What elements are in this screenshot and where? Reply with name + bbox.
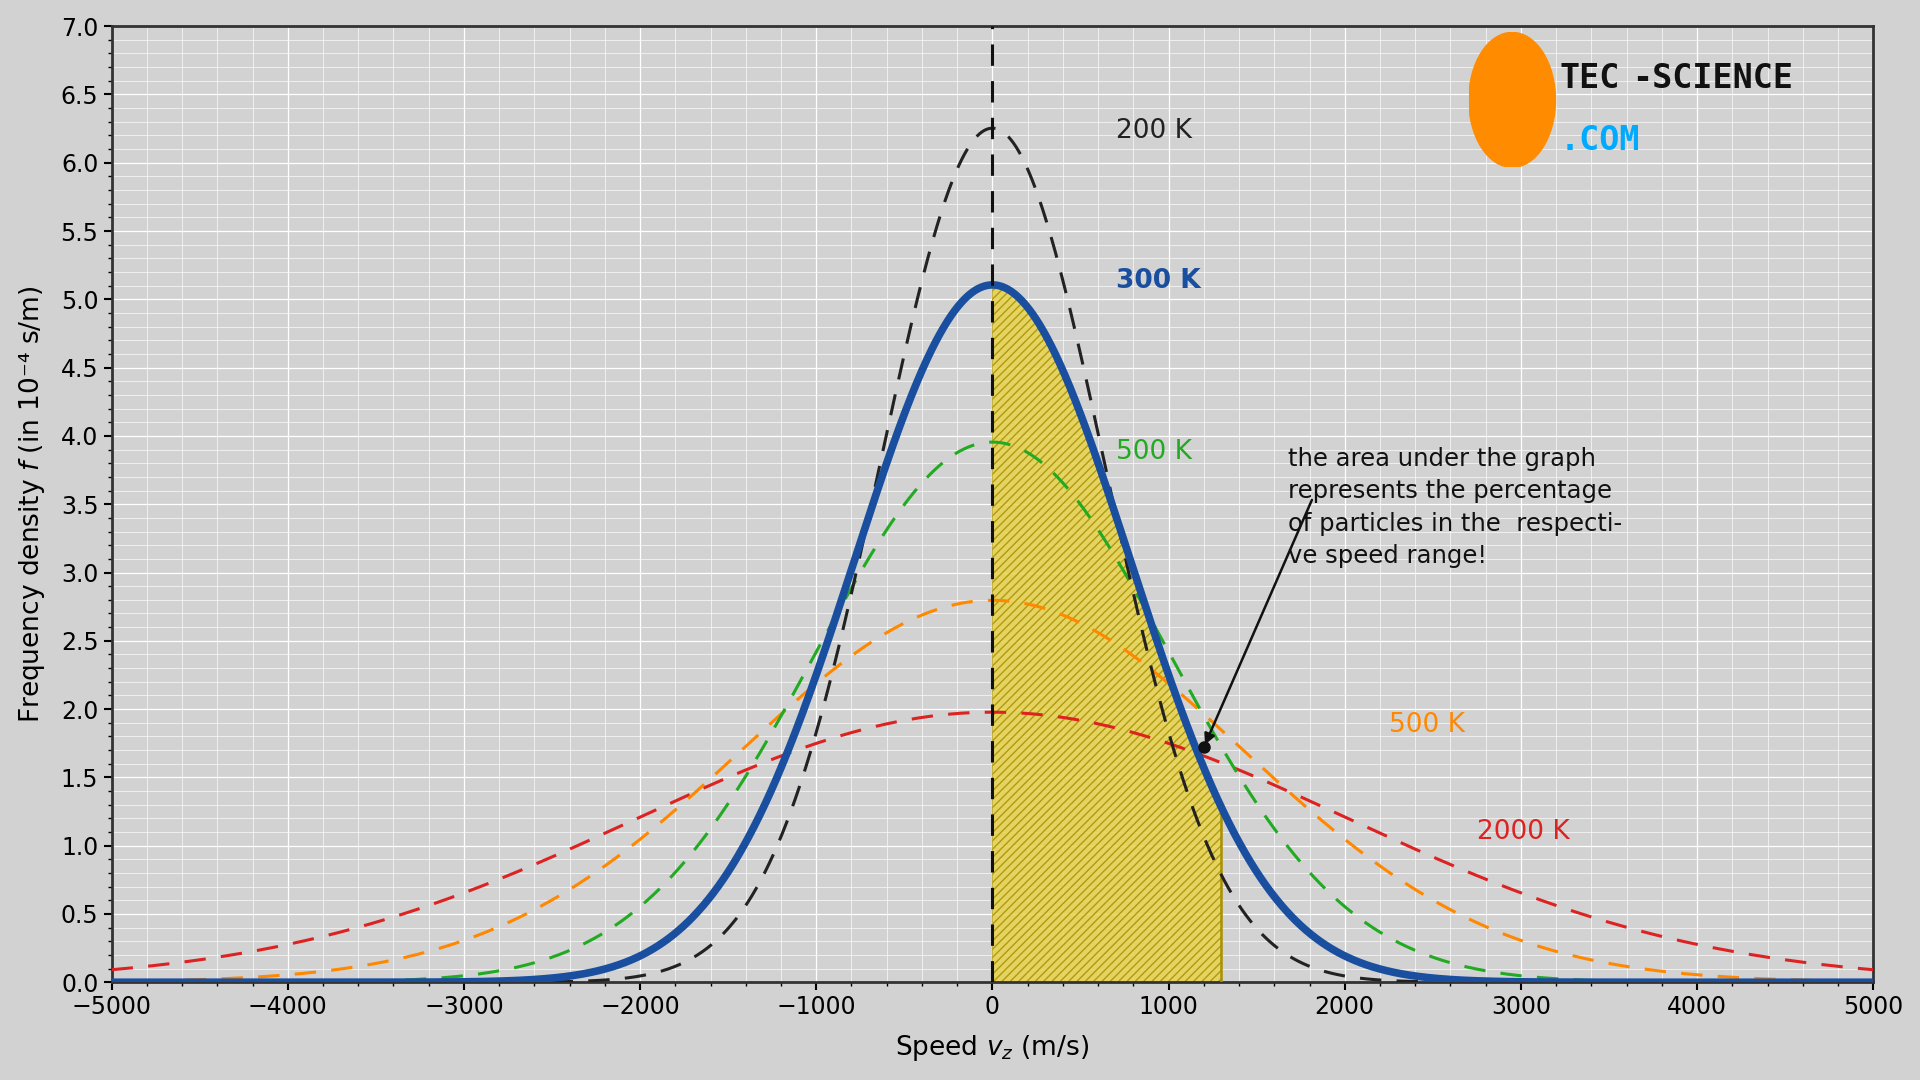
- Text: the area under the graph
represents the percentage
of particles in the  respecti: the area under the graph represents the …: [1288, 447, 1622, 568]
- Text: 300 K: 300 K: [1116, 269, 1200, 295]
- Text: 500 K: 500 K: [1116, 440, 1192, 465]
- Text: TEC: TEC: [1559, 62, 1620, 95]
- Text: 2000 K: 2000 K: [1476, 819, 1571, 845]
- Y-axis label: Frequency density $f$ (in 10⁻⁴ s/m): Frequency density $f$ (in 10⁻⁴ s/m): [17, 285, 46, 723]
- Text: .COM: .COM: [1559, 124, 1640, 158]
- X-axis label: Speed $v_z$ (m/s): Speed $v_z$ (m/s): [895, 1034, 1089, 1064]
- Text: 500 K: 500 K: [1388, 713, 1465, 739]
- Text: 200 K: 200 K: [1116, 118, 1192, 144]
- Ellipse shape: [1469, 32, 1555, 167]
- Text: -SCIENCE: -SCIENCE: [1632, 62, 1793, 95]
